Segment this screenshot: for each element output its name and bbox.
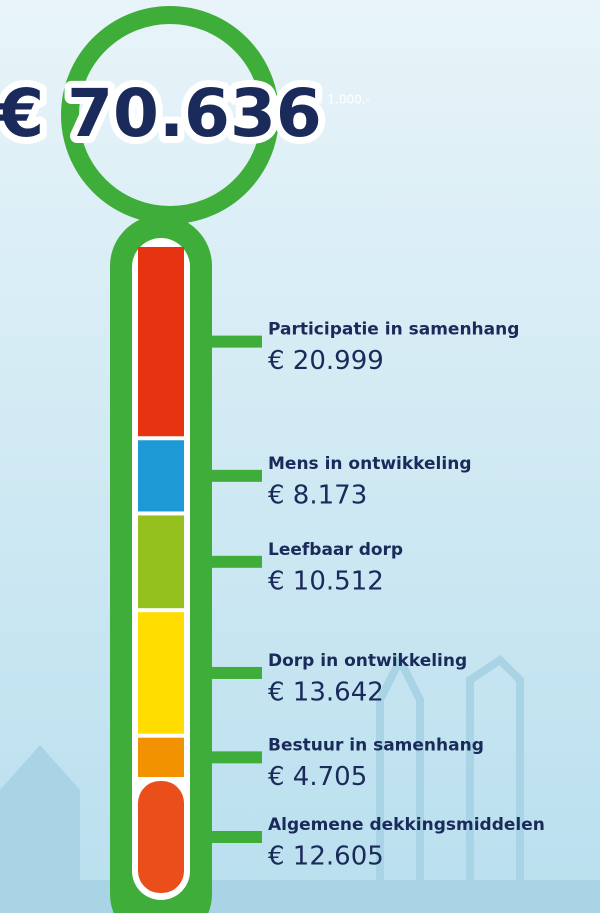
connector	[212, 470, 262, 482]
segment	[138, 612, 184, 734]
segment	[138, 781, 184, 893]
segment-value: € 4.705	[268, 762, 367, 792]
segment-value: € 10.512	[268, 566, 384, 596]
connector	[212, 751, 262, 763]
segment-value: € 20.999	[268, 346, 384, 376]
connector	[212, 336, 262, 348]
segment-value: € 13.642	[268, 677, 384, 707]
segment	[138, 515, 184, 608]
segment-name: Dorp in ontwikkeling	[268, 651, 467, 671]
total: € 70.636	[0, 75, 322, 152]
segment-name: Algemene dekkingsmiddelen	[268, 815, 545, 835]
unit-note: x € 1.000,-	[305, 93, 370, 107]
ground	[0, 880, 600, 913]
segment-name: Mens in ontwikkeling	[268, 454, 472, 474]
segment	[138, 440, 184, 511]
segment-value: € 12.605	[268, 842, 384, 872]
infographic: € 70.636 x € 1.000,- Algemene dekkingsmi…	[0, 0, 600, 913]
segment-name: Participatie in samenhang	[268, 320, 519, 340]
segment	[138, 247, 184, 436]
segment-value: € 8.173	[268, 480, 367, 510]
connector	[212, 556, 262, 568]
connector	[212, 831, 262, 843]
segment	[138, 738, 184, 777]
segment-name: Leefbaar dorp	[268, 540, 403, 560]
segment-name: Bestuur in samenhang	[268, 735, 484, 755]
connector	[212, 667, 262, 679]
